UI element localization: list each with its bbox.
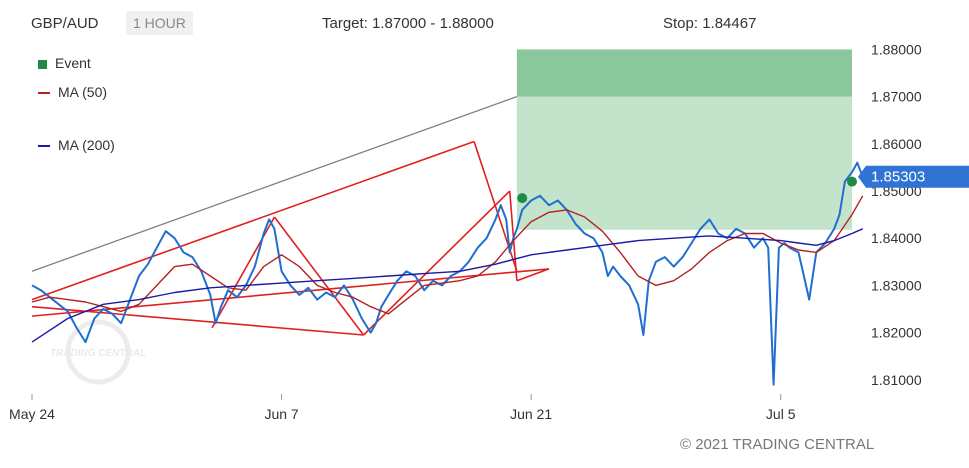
- legend-item-ma50: MA (50): [38, 84, 107, 100]
- legend-item-event: Event: [38, 55, 91, 71]
- price-box-shape: [858, 165, 969, 188]
- y-tick-label: 1.88000: [871, 41, 922, 57]
- legend-label: MA (200): [58, 137, 115, 153]
- copyright-text: © 2021 TRADING CENTRAL: [680, 436, 875, 453]
- target-zone: [516, 49, 852, 97]
- stop-label: Stop: 1.84467: [663, 15, 757, 32]
- current-price-label: 1.85303: [871, 169, 925, 186]
- watermark-text: TRADING CENTRAL: [50, 348, 146, 359]
- watermark-ring: [65, 319, 131, 385]
- pattern-line: [31, 96, 518, 272]
- x-tick-label: Jun 21: [510, 406, 552, 422]
- current-price-box: 1.85303: [858, 165, 969, 188]
- y-tick-label: 1.84000: [871, 230, 922, 246]
- y-tick-label: 1.86000: [871, 136, 922, 152]
- profit-zone: [516, 96, 852, 230]
- legend-item-ma200: MA (200): [38, 137, 115, 153]
- target-label: Target: 1.87000 - 1.88000: [322, 15, 494, 32]
- event-square-icon: [38, 59, 47, 69]
- event-marker: [847, 176, 857, 187]
- y-tick-label: 1.82000: [871, 325, 922, 341]
- ma50-line: [31, 195, 864, 315]
- legend-label: MA (50): [58, 84, 108, 100]
- x-tick-label: Jun 7: [264, 406, 298, 422]
- pattern-line: [363, 190, 511, 336]
- line-swatch-icon: [38, 92, 50, 95]
- pattern-line: [273, 216, 365, 336]
- watermark: TRADING CENTRAL: [50, 319, 146, 385]
- chart-header: GBP/AUD 1 HOUR Target: 1.87000 - 1.88000…: [0, 0, 969, 40]
- pattern-line: [31, 268, 550, 317]
- ma200-line: [31, 228, 863, 343]
- event-marker: [517, 193, 528, 204]
- symbol-label: GBP/AUD: [31, 15, 99, 32]
- y-tick-label: 1.87000: [871, 89, 922, 105]
- line-swatch-icon: [38, 145, 50, 148]
- y-tick-label: 1.81000: [871, 372, 922, 388]
- pattern-line: [516, 268, 550, 282]
- pattern-line: [211, 216, 276, 329]
- y-tick-label: 1.83000: [871, 277, 922, 293]
- x-tick-label: Jul 5: [766, 406, 796, 422]
- legend-label: Event: [55, 55, 91, 71]
- timeframe-button[interactable]: 1 HOUR: [126, 11, 193, 35]
- x-tick-label: May 24: [9, 406, 55, 422]
- pattern-line: [31, 140, 475, 301]
